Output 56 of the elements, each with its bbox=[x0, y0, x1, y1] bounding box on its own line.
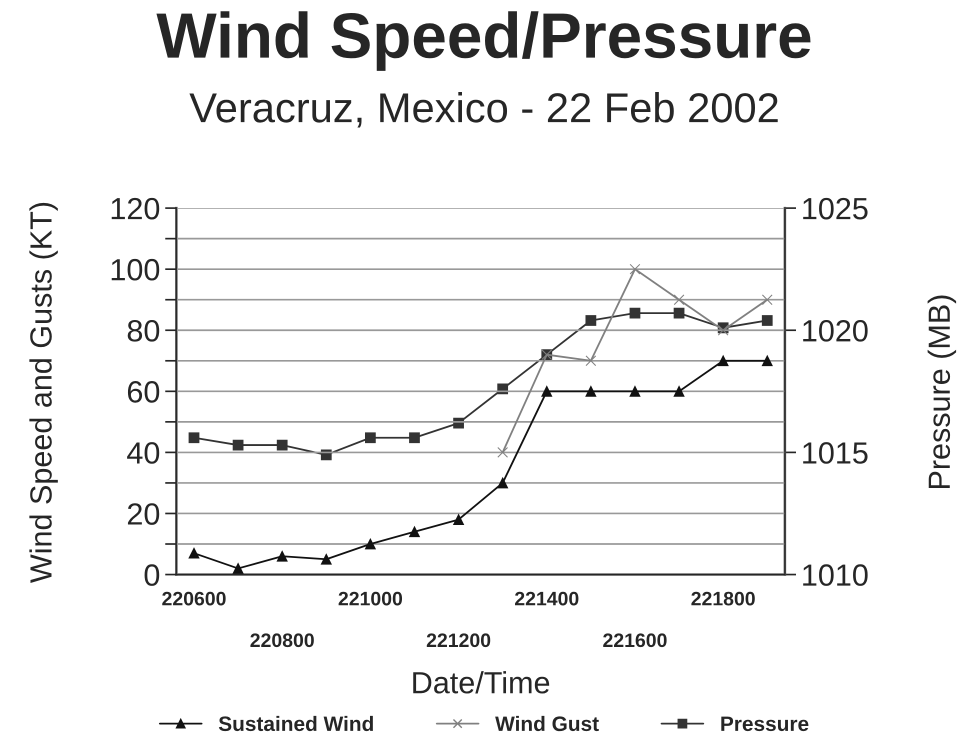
point bbox=[762, 315, 773, 326]
y-tick-label: 0 bbox=[144, 564, 160, 586]
y2-tick-label: 1015 bbox=[803, 442, 868, 464]
point bbox=[585, 315, 596, 326]
point bbox=[497, 447, 508, 458]
y-tick-label: 120 bbox=[112, 198, 160, 220]
x-tick-label: 220800 bbox=[250, 633, 314, 648]
y2-axis-title: Pressure (MB) bbox=[928, 296, 956, 488]
point bbox=[497, 478, 508, 488]
point bbox=[276, 550, 288, 562]
y-tick-label: 100 bbox=[112, 258, 160, 281]
point bbox=[674, 294, 684, 306]
legend-label: Wind Gust bbox=[495, 716, 599, 732]
y2-tick-label: 1020 bbox=[803, 320, 868, 342]
y-tick-label: 40 bbox=[127, 442, 160, 464]
point bbox=[674, 308, 684, 319]
y-axis-title: Wind Speed and Gusts (KT) bbox=[29, 202, 58, 583]
point bbox=[453, 514, 464, 525]
point bbox=[718, 324, 729, 336]
x-tick-label: 221800 bbox=[691, 592, 755, 606]
y-tick-label: 80 bbox=[128, 320, 160, 342]
y-tick-label: 20 bbox=[128, 503, 160, 525]
chart-title: Wind Speed/Pressure bbox=[156, 11, 810, 71]
point bbox=[762, 294, 773, 306]
y-tick-label: 60 bbox=[128, 381, 160, 403]
point bbox=[585, 355, 596, 366]
chart-subtitle: Veracruz, Mexico - 22 Feb 2002 bbox=[189, 92, 778, 128]
x-tick-label: 221600 bbox=[603, 633, 667, 648]
x-tick-label: 220600 bbox=[162, 592, 226, 606]
legend-label: Sustained Wind bbox=[218, 716, 373, 732]
point bbox=[188, 432, 200, 444]
legend-label: Pressure bbox=[721, 716, 808, 732]
point bbox=[320, 554, 332, 565]
point bbox=[630, 386, 640, 397]
point bbox=[762, 355, 773, 366]
x-tick-label: 221400 bbox=[515, 592, 578, 606]
point bbox=[541, 386, 552, 397]
x-axis-title: Date/Time bbox=[413, 671, 550, 694]
x-tick-label: 221000 bbox=[338, 592, 402, 606]
x-tick-label: 221200 bbox=[426, 633, 490, 648]
point bbox=[409, 432, 420, 444]
point bbox=[365, 432, 376, 444]
point bbox=[232, 563, 244, 574]
point bbox=[365, 538, 376, 550]
point bbox=[630, 264, 640, 275]
point bbox=[409, 526, 420, 538]
point bbox=[674, 386, 684, 397]
point bbox=[232, 440, 244, 450]
point bbox=[453, 418, 464, 428]
point bbox=[630, 308, 640, 319]
point bbox=[585, 386, 596, 397]
point bbox=[718, 355, 729, 366]
point bbox=[188, 548, 200, 559]
y2-tick-label: 1010 bbox=[803, 564, 868, 586]
y2-tick-label: 1025 bbox=[803, 198, 868, 220]
point bbox=[276, 440, 288, 450]
